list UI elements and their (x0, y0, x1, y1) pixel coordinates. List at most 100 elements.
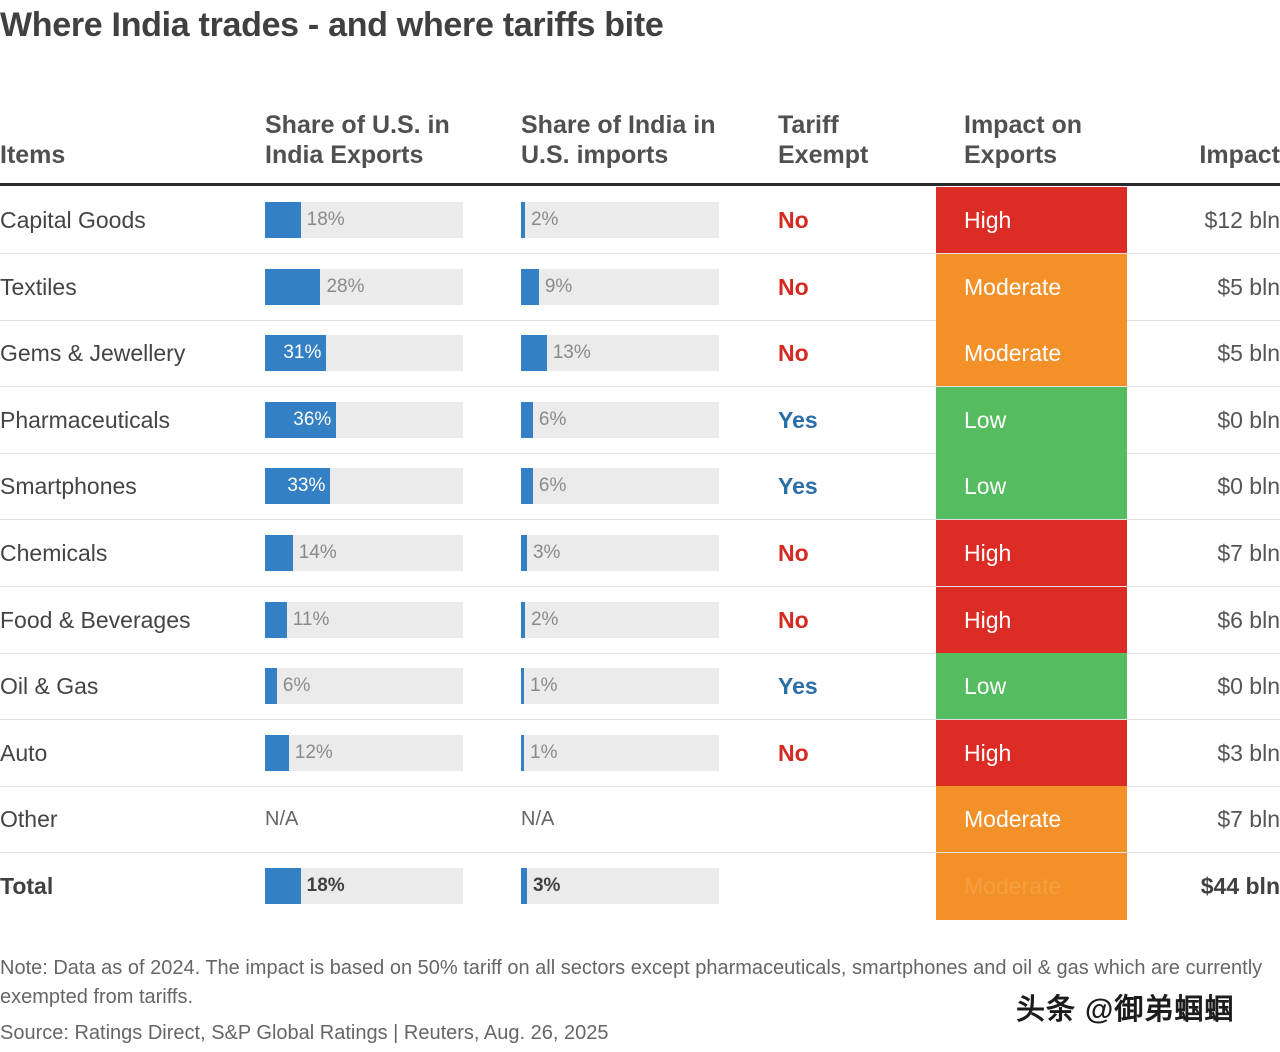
tariff-exempt-value: Yes (778, 406, 818, 433)
impact-value: $5 bln (1217, 273, 1280, 300)
table-row: Food & Beverages 11% 2% No High $6 bln (0, 586, 1280, 654)
watermark: 头条 @御弟蝈蝈 (1016, 994, 1235, 1026)
impact-level-cell: Moderate (936, 320, 1127, 388)
tariff-exempt-value: No (778, 606, 809, 633)
row-divider (0, 586, 1280, 587)
impact-value: $0 bln (1217, 673, 1280, 700)
table-row: Pharmaceuticals 36% 6% Yes Low $0 bln (0, 386, 1280, 454)
item-name: Other (0, 806, 58, 833)
header-us-share: Share of U.S. in India Exports (265, 110, 450, 170)
header-items: Items (0, 140, 65, 170)
impact-level-label: Moderate (964, 273, 1062, 300)
impact-value: $12 bln (1204, 207, 1280, 233)
us_share-bar (265, 268, 321, 305)
item-name: Chemicals (0, 540, 108, 566)
india_share-bar (521, 335, 547, 372)
india_share-na: N/A (521, 808, 555, 831)
header-items-label: Items (0, 141, 66, 169)
impact-level-label: Moderate (964, 806, 1062, 833)
item-name: Capital Goods (0, 207, 146, 233)
header-tariff-exempt-line1: Tariff (778, 111, 839, 139)
india_share-bar-track: 3% (521, 868, 719, 904)
row-divider (0, 719, 1280, 721)
us_share-value-label: 14% (298, 542, 337, 563)
table-row: Other N/A N/A Moderate $7 bln (0, 786, 1280, 854)
impact-level-label: Moderate (964, 340, 1062, 367)
tariff-exempt-value: No (778, 739, 809, 766)
india_share-bar-track: 6% (521, 401, 719, 438)
impact-value: $44 bln (1200, 873, 1280, 899)
us_share-bar (265, 401, 337, 438)
header-impact-on-exports-line1: Impact on (964, 111, 1083, 139)
us_share-value-label: 36% (293, 408, 332, 430)
india_share-bar-track: 6% (521, 468, 719, 505)
header-us-share-line1: Share of U.S. in (265, 111, 450, 139)
us_share-bar-track: 14% (265, 535, 463, 571)
us_share-bar-track: 28% (265, 268, 463, 305)
impact-level-label: Moderate (964, 873, 1062, 899)
india_share-value-label: 2% (530, 608, 559, 630)
impact-level-label: High (964, 540, 1012, 566)
india_share-bar-track: 3% (521, 535, 719, 571)
us_share-value-label: 31% (283, 342, 322, 364)
total-row: Total 18% 3% Moderate $44 bln (0, 853, 1280, 920)
impact-level-label: High (964, 739, 1012, 766)
us_share-bar-track: 6% (265, 668, 463, 705)
tariff-exempt-value: Yes (778, 673, 818, 700)
impact-level-label: High (964, 606, 1012, 633)
us_share-bar-track: 18% (265, 202, 463, 238)
row-divider (0, 785, 1280, 787)
impact-level-cell: Low (936, 653, 1127, 721)
item-name: Gems & Jewellery (0, 340, 186, 367)
us_share-bar (265, 335, 327, 372)
impact-value: $7 bln (1217, 806, 1280, 833)
india_share-bar (521, 401, 533, 438)
impact-level-label: Low (964, 473, 1007, 500)
header-tariff-exempt: Tariff Exempt (778, 110, 868, 170)
india_share-bar-track: 9% (521, 268, 719, 305)
us_share-bar (265, 601, 287, 638)
india_share-value-label: 2% (530, 209, 559, 230)
india_share-bar (521, 535, 527, 571)
us_share-bar (265, 202, 301, 238)
impact-level-cell: High (936, 520, 1127, 587)
row-divider (0, 452, 1280, 454)
item-name: Pharmaceuticals (0, 406, 171, 433)
us_share-bar (265, 468, 331, 505)
footnote: Note: Data as of 2024. The impact is bas… (0, 957, 1263, 1008)
india_share-bar (521, 601, 525, 638)
tariff-exempt-value: No (778, 207, 809, 233)
row-divider (0, 319, 1280, 321)
us_share-bar (265, 868, 301, 904)
india_share-value-label: 1% (530, 741, 558, 763)
item-name: Auto (0, 739, 48, 766)
us_share-bar-track: 31% (265, 335, 463, 372)
tariff-exempt-value: No (778, 340, 809, 367)
india_share-bar (521, 668, 524, 705)
header-india-share-line1: Share of India in (521, 111, 716, 139)
impact-value: $3 bln (1217, 739, 1280, 766)
impact-value: $6 bln (1217, 606, 1280, 633)
india_share-value-label: 13% (552, 342, 591, 364)
row-divider (0, 519, 1280, 521)
header-india-share: Share of India in U.S. imports (521, 110, 715, 170)
india_share-value-label: 6% (538, 475, 567, 497)
table-row: Textiles 28% 9% No Moderate $5 bln (0, 253, 1280, 321)
tariff-exempt-value: No (778, 540, 809, 566)
impact-level-label: Low (964, 673, 1007, 700)
us_share-bar (265, 535, 293, 571)
us_share-value-label: 6% (282, 675, 311, 697)
india_share-bar (521, 734, 524, 771)
india_share-bar-track: 13% (521, 335, 719, 372)
tariff-exempt-value: No (778, 273, 809, 300)
us_share-value-label: 11% (292, 608, 330, 630)
india_share-bar (521, 468, 533, 505)
header-india-share-line2: U.S. imports (521, 141, 669, 169)
impact-level-label: Low (964, 406, 1007, 433)
header-tariff-exempt-line2: Exempt (778, 141, 869, 169)
india_share-bar-track: 2% (521, 601, 719, 638)
impact-level-cell: Moderate (936, 786, 1127, 854)
header-impact-label: Impact (1199, 141, 1280, 169)
header-rule (0, 183, 1280, 186)
table-row: Capital Goods 18% 2% No High $12 bln (0, 187, 1280, 254)
